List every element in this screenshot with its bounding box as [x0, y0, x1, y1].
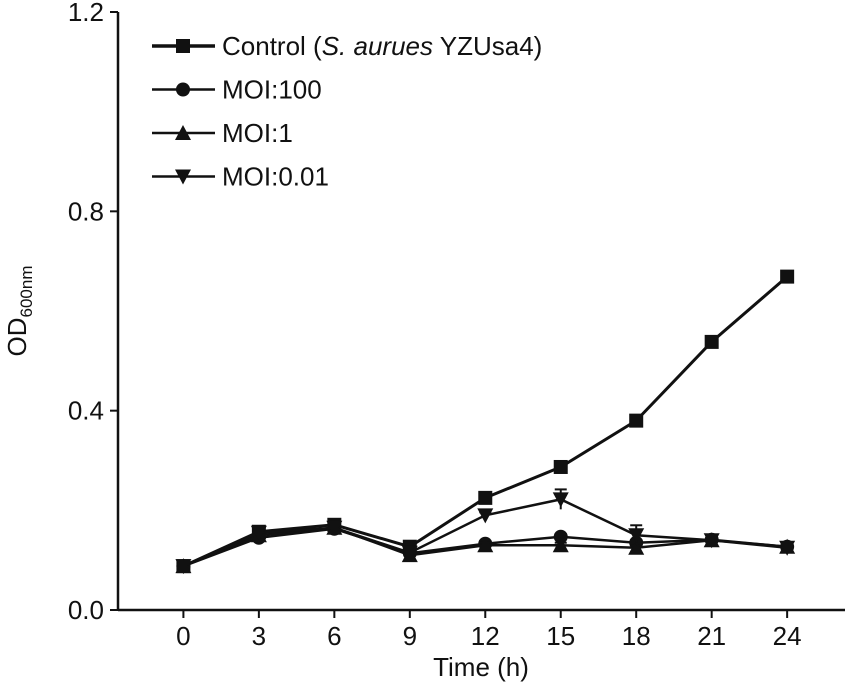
legend-item: MOI:0.01 — [152, 162, 329, 192]
x-tick-label: 3 — [252, 621, 266, 651]
data-point — [326, 520, 343, 536]
x-tick-label: 6 — [327, 621, 341, 651]
data-point — [401, 545, 418, 561]
data-point — [553, 529, 568, 544]
data-point — [628, 528, 645, 544]
data-point — [478, 490, 493, 505]
legend-label-part: Control ( — [222, 31, 322, 61]
legend-label: Control (S. aurues YZUsa4) — [222, 31, 542, 61]
data-point — [704, 334, 719, 349]
data-point — [629, 413, 644, 428]
x-axis-label: Time (h) — [433, 652, 529, 682]
legend-label-part: YZUsa4) — [433, 31, 542, 61]
y-tick-label: 0.4 — [68, 396, 104, 426]
legend-marker-square — [176, 39, 190, 53]
legend: Control (S. aurues YZUsa4) MOI:100 MOI:1 MO… — [152, 31, 542, 192]
x-tick-label: 9 — [403, 621, 417, 651]
legend-item: MOI:100 — [152, 75, 322, 105]
data-point — [779, 540, 796, 556]
data-point — [477, 537, 494, 553]
legend-label: MOI:0.01 — [222, 162, 329, 192]
x-tick-label: 24 — [773, 621, 802, 651]
series-moi-1 — [175, 519, 796, 574]
x-tick-label: 21 — [697, 621, 726, 651]
y-axis-label: OD600nm — [2, 266, 36, 357]
legend-item: MOI:1 — [152, 118, 293, 148]
legend-label: MOI:1 — [222, 118, 293, 148]
y-tick-label: 0.0 — [68, 595, 104, 625]
y-axis-label-main: OD — [2, 317, 32, 356]
legend-marker-triangle-up — [175, 125, 191, 140]
data-point — [628, 539, 645, 555]
series-moi-0-01 — [175, 488, 796, 575]
legend-marker-triangle-down — [175, 169, 191, 185]
data-point — [477, 508, 494, 524]
x-tick-label: 12 — [471, 621, 500, 651]
x-tick-label: 15 — [546, 621, 575, 651]
data-point — [703, 533, 720, 549]
legend-label-part: S. aurues — [322, 31, 433, 61]
data-point — [552, 492, 569, 508]
legend-label: MOI:100 — [222, 75, 322, 105]
x-tick-label: 18 — [622, 621, 651, 651]
series-control-s-aurues-yzusa4- — [176, 269, 795, 574]
legend-marker-circle — [176, 82, 190, 97]
legend-item: Control (S. aurues YZUsa4) — [152, 31, 542, 61]
y-axis-label-sub: 600nm — [17, 266, 36, 318]
y-tick-label: 0.8 — [68, 196, 104, 226]
series-group — [175, 269, 796, 575]
data-point — [175, 559, 192, 575]
data-point — [552, 537, 569, 553]
data-point — [780, 269, 795, 284]
x-tick-label: 0 — [176, 621, 190, 651]
y-tick-label: 1.2 — [68, 0, 104, 27]
data-point — [250, 525, 267, 541]
data-point — [553, 459, 568, 474]
axes: 0.0 0.4 0.8 1.2 0 3 6 9 12 15 18 21 24 — [68, 0, 845, 651]
